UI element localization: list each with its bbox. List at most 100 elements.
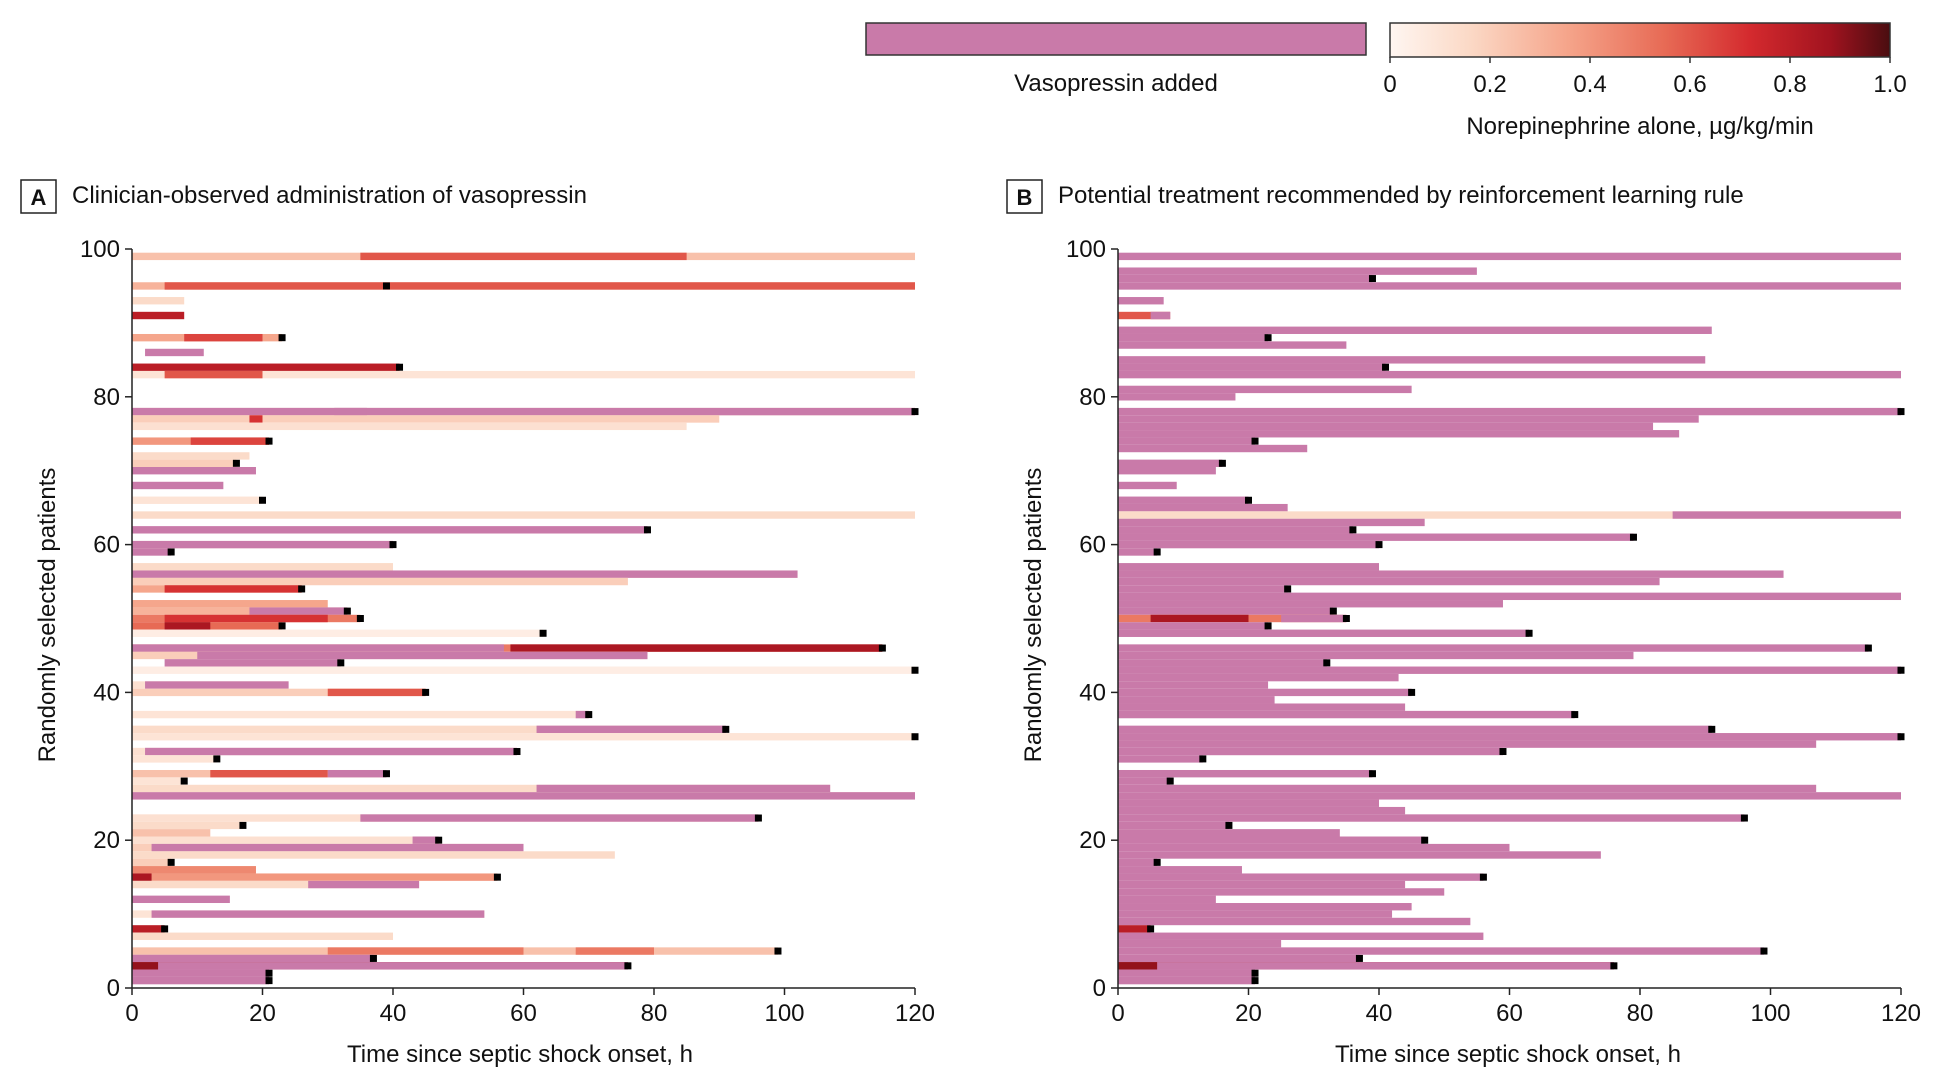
discharge-marker [1864, 644, 1872, 652]
vasopressin-segment [1118, 659, 1327, 667]
norepinephrine-segment [132, 873, 498, 881]
discharge-marker [624, 962, 632, 970]
vasopressin-segment [1118, 370, 1901, 379]
norepinephrine-high-dose-segment [327, 947, 524, 955]
vasopressin-segment [151, 843, 524, 852]
discharge-marker [422, 688, 430, 696]
x-tick-label: 80 [1627, 1000, 1654, 1027]
discharge-marker [722, 725, 730, 733]
discharge-marker [265, 977, 273, 985]
discharge-marker [239, 821, 247, 829]
vasopressin-segment [132, 481, 224, 490]
y-tick-label: 60 [1079, 532, 1106, 559]
vasopressin-segment [1118, 585, 1288, 593]
norepinephrine-high-dose-segment [327, 688, 426, 697]
norepinephrine-segment [132, 777, 185, 785]
discharge-marker [1375, 541, 1383, 549]
discharge-marker [754, 814, 762, 822]
discharge-marker [1323, 659, 1331, 667]
vasopressin-segment [1150, 311, 1171, 320]
discharge-marker [1499, 748, 1507, 756]
discharge-marker [585, 711, 593, 719]
norepinephrine-segment [1118, 511, 1901, 519]
norepinephrine-high-dose-segment [1118, 962, 1158, 970]
discharge-marker [180, 777, 188, 785]
vasopressin-segment [412, 836, 439, 844]
discharge-marker [1525, 629, 1533, 637]
vasopressin-segment [249, 607, 348, 615]
norepinephrine-high-dose-segment [164, 622, 211, 630]
vasopressin-segment [1118, 356, 1706, 364]
discharge-marker [513, 748, 521, 756]
panel-b-axes: 0 20 40 60 80 100 120 0 20 40 60 80 100 [1066, 236, 1921, 1027]
panel-b-heatmap [1118, 252, 1905, 985]
vasopressin-segment [1118, 363, 1386, 371]
colorbar-tick-label: 0.4 [1573, 71, 1606, 98]
norepinephrine-segment [132, 829, 211, 837]
norepinephrine-segment [132, 422, 687, 431]
x-tick-label: 100 [1750, 1000, 1790, 1027]
discharge-marker [278, 334, 286, 342]
discharge-marker [1166, 777, 1174, 785]
vasopressin-segment [1118, 673, 1399, 682]
vasopressin-segment [1118, 407, 1901, 416]
y-tick-label: 80 [93, 384, 120, 411]
vasopressin-segment [334, 407, 367, 416]
vasopressin-segment [132, 969, 270, 977]
vasopressin-segment [1118, 696, 1275, 704]
vasopressin-segment [1118, 563, 1379, 571]
discharge-marker [774, 947, 782, 955]
y-tick-label: 20 [1079, 827, 1106, 854]
vasopressin-segment [1118, 821, 1229, 830]
vasopressin-segment [1118, 836, 1425, 844]
vasopressin-segment [1118, 629, 1530, 637]
x-tick-label: 0 [1111, 1000, 1124, 1027]
x-tick-label: 60 [510, 1000, 537, 1027]
discharge-marker [167, 858, 175, 866]
vasopressin-segment [1118, 954, 1360, 963]
panel-a-axes: 0 20 40 60 80 100 120 0 20 40 60 80 100 [80, 236, 935, 1027]
colorbar-ticks: 0 0.2 0.4 0.6 0.8 1.0 [1383, 57, 1907, 98]
discharge-marker [1342, 615, 1350, 622]
vasopressin-segment [1118, 274, 1373, 283]
vasopressin-segment [1118, 437, 1256, 445]
panel-a-heatmap [132, 252, 919, 985]
x-tick-label: 0 [125, 1000, 138, 1027]
panel-a-letter-box [20, 179, 57, 214]
vasopressin-segment [132, 548, 172, 556]
y-tick-label: 0 [107, 975, 120, 1002]
norepinephrine-segment [132, 925, 165, 933]
norepinephrine-high-dose-segment [1150, 614, 1249, 623]
discharge-marker [1251, 977, 1259, 985]
norepinephrine-segment [132, 600, 328, 608]
vasopressin-segment [1118, 866, 1242, 874]
discharge-marker [265, 969, 273, 977]
vasopressin-segment [1118, 740, 1817, 748]
vasopressin-segment [132, 540, 393, 549]
vasopressin-segment [1118, 459, 1223, 468]
vasopressin-segment [1118, 644, 1869, 652]
discharge-marker [343, 607, 351, 615]
vasopressin-segment [1118, 533, 1634, 541]
vasopressin-segment [536, 725, 726, 734]
norepinephrine-segment [132, 577, 628, 586]
vasopressin-segment [1118, 947, 1764, 955]
vasopressin-segment [1118, 939, 1282, 948]
vasopressin-segment [1118, 747, 1503, 756]
vasopressin-segment [1118, 577, 1660, 586]
vasopressin-segment [1118, 600, 1503, 608]
vasopressin-segment [536, 784, 831, 793]
discharge-marker [259, 496, 266, 504]
vasopressin-segment [1118, 895, 1216, 904]
vasopressin-segment [1118, 681, 1269, 689]
vasopressin-segment [1118, 903, 1412, 911]
y-tick-label: 40 [1079, 679, 1106, 706]
vasopressin-segment [132, 467, 256, 475]
norepinephrine-segment [132, 851, 615, 859]
vasopressin-segment [1118, 341, 1347, 349]
vasopressin-segment [1118, 422, 1654, 431]
discharge-marker [1571, 711, 1579, 719]
vasopressin-segment [1118, 592, 1901, 601]
vasopressin-segment [1118, 666, 1901, 674]
